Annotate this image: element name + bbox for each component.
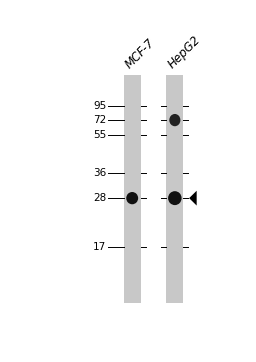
Polygon shape	[189, 191, 197, 206]
Bar	[166, 76, 183, 303]
Text: 55: 55	[93, 130, 106, 140]
Bar	[124, 76, 141, 303]
Text: 28: 28	[93, 193, 106, 203]
Text: 36: 36	[93, 168, 106, 178]
Text: 95: 95	[93, 101, 106, 111]
Text: 72: 72	[93, 115, 106, 125]
Ellipse shape	[126, 192, 138, 204]
Text: 17: 17	[93, 242, 106, 252]
Text: HepG2: HepG2	[166, 34, 203, 71]
Ellipse shape	[168, 191, 182, 205]
Ellipse shape	[169, 114, 180, 126]
Text: MCF-7: MCF-7	[123, 37, 158, 71]
